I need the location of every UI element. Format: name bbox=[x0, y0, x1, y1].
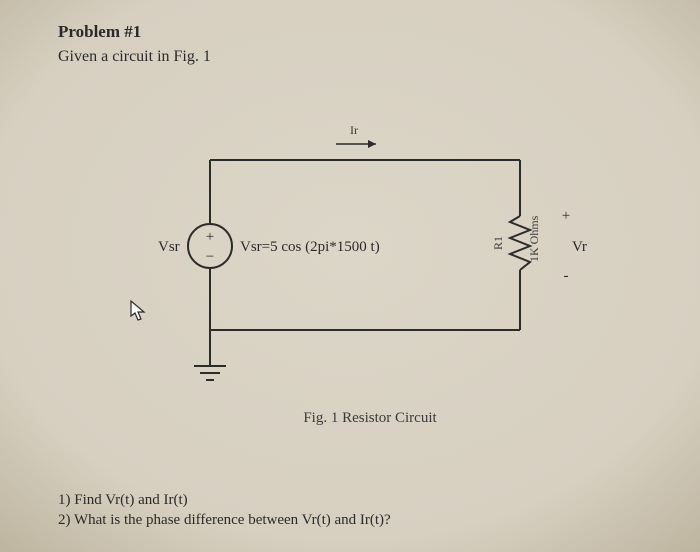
problem-title: Problem #1 bbox=[58, 22, 670, 42]
figure-caption: Fig. 1 Resistor Circuit bbox=[140, 410, 600, 427]
polarity-plus: + bbox=[562, 208, 570, 224]
polarity-minus: - bbox=[564, 268, 569, 284]
cursor-icon bbox=[130, 300, 146, 322]
source-equation: Vsr=5 cos (2pi*1500 t) bbox=[240, 239, 380, 255]
current-label: Ir bbox=[350, 123, 358, 137]
question-2: 2) What is the phase difference between … bbox=[58, 510, 391, 530]
resistor-value: 1K Ohms bbox=[527, 215, 541, 262]
resistor-name: R1 bbox=[491, 236, 505, 250]
svg-text:+: + bbox=[206, 229, 214, 245]
source-name: Vsr bbox=[158, 239, 180, 255]
question-1: 1) Find Vr(t) and Ir(t) bbox=[58, 490, 391, 510]
questions-block: 1) Find Vr(t) and Ir(t) 2) What is the p… bbox=[58, 490, 391, 531]
svg-text:−: − bbox=[206, 249, 214, 265]
circuit-diagram: Ir + − Vsr bbox=[140, 120, 600, 450]
problem-given: Given a circuit in Fig. 1 bbox=[58, 48, 670, 66]
voltage-out-label: Vr bbox=[572, 239, 587, 255]
figure-wrap: Ir + − Vsr bbox=[140, 120, 600, 450]
arrow-icon bbox=[368, 140, 376, 148]
page-root: Problem #1 Given a circuit in Fig. 1 Ir … bbox=[0, 0, 700, 552]
